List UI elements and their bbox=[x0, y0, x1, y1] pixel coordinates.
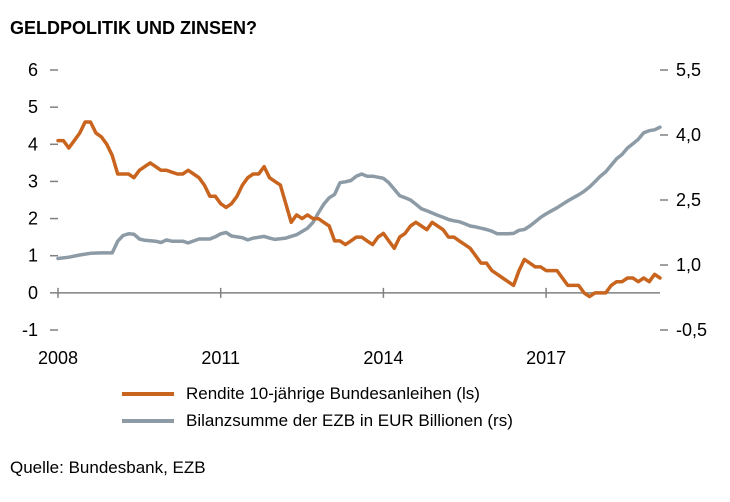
y-left-tick-label: -1 bbox=[22, 320, 38, 340]
x-tick-label: 2017 bbox=[526, 348, 566, 368]
y-right-tick-label: 1,0 bbox=[676, 255, 701, 275]
legend-label-yield: Rendite 10-jährige Bundesanleihen (ls) bbox=[186, 383, 480, 403]
series-line-balance bbox=[56, 125, 662, 261]
legend-label-balance: Bilanzsumme der EZB in EUR Billionen (rs… bbox=[186, 410, 513, 430]
legend: Rendite 10-jährige Bundesanleihen (ls) B… bbox=[122, 380, 513, 434]
legend-swatch-balance bbox=[122, 418, 174, 423]
x-tick-label: 2008 bbox=[38, 348, 78, 368]
legend-item-balance: Bilanzsumme der EZB in EUR Billionen (rs… bbox=[122, 407, 513, 434]
y-right-tick-label: 4,0 bbox=[676, 125, 701, 145]
source-note: Quelle: Bundesbank, EZB bbox=[10, 458, 206, 477]
y-left-tick-label: 2 bbox=[28, 209, 38, 229]
y-right-tick-label: 5,5 bbox=[676, 60, 701, 80]
y-left-tick-label: 4 bbox=[28, 134, 38, 154]
x-tick-label: 2011 bbox=[201, 348, 240, 368]
series-line-yield bbox=[56, 120, 662, 299]
legend-item-yield: Rendite 10-jährige Bundesanleihen (ls) bbox=[122, 380, 513, 407]
y-left-tick-label: 0 bbox=[28, 283, 38, 303]
y-left-tick-label: 3 bbox=[28, 171, 38, 191]
y-left-tick-label: 5 bbox=[28, 97, 38, 117]
y-left-tick-label: 1 bbox=[28, 246, 38, 266]
y-right-tick-label: 2,5 bbox=[676, 190, 701, 210]
chart-title: GELDPOLITIK UND ZINSEN? bbox=[10, 18, 257, 38]
legend-swatch-yield bbox=[122, 391, 174, 396]
x-tick-label: 2014 bbox=[363, 348, 403, 368]
y-right-tick-label: -0,5 bbox=[676, 320, 707, 340]
y-left-tick-label: 6 bbox=[28, 60, 38, 80]
